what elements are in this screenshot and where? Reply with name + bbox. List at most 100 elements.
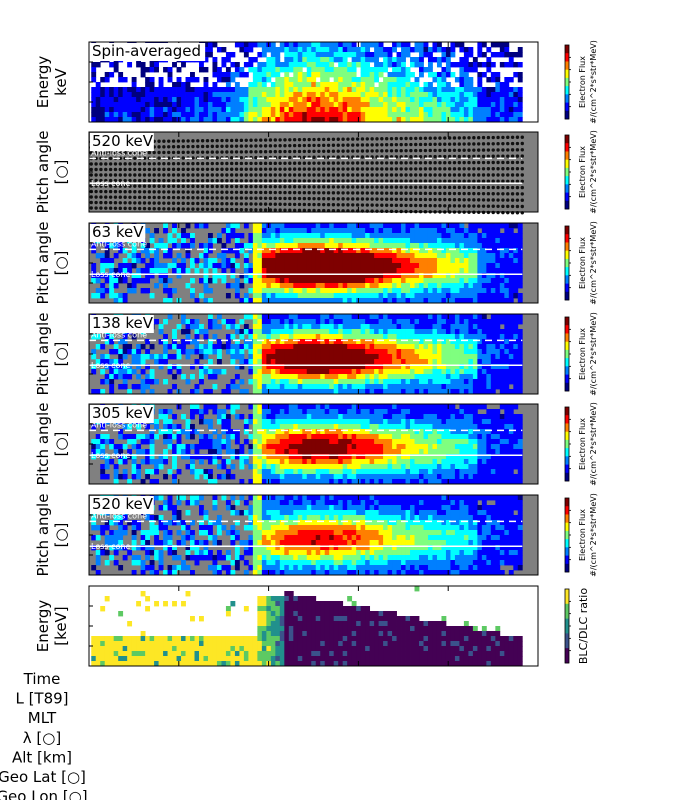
heatmap-cell <box>216 253 222 259</box>
heatmap-cell <box>212 263 218 269</box>
heatmap-cell <box>257 288 263 294</box>
sample-dot <box>196 196 200 200</box>
heatmap-cell <box>441 223 447 229</box>
heatmap-cell <box>495 263 501 269</box>
heatmap-cell <box>270 47 276 53</box>
heatmap-cell <box>315 364 321 370</box>
heatmap-cell <box>454 319 460 325</box>
heatmap-cell <box>288 334 294 340</box>
heatmap-cell <box>432 359 438 365</box>
sample-dot <box>515 198 520 202</box>
heatmap-cell <box>513 354 519 360</box>
sample-dot <box>171 207 176 211</box>
sample-dot <box>486 160 491 165</box>
heatmap-cell <box>311 329 317 335</box>
heatmap-cell <box>140 97 146 103</box>
heatmap-cell <box>270 298 276 304</box>
heatmap-cell <box>374 97 379 103</box>
heatmap-cell <box>477 243 483 249</box>
heatmap-cell <box>302 339 308 345</box>
sample-dot <box>230 150 234 154</box>
sample-dot <box>409 179 413 183</box>
sample-dot <box>196 144 200 149</box>
heatmap-cell <box>342 47 348 53</box>
heatmap-cell <box>329 293 335 299</box>
sample-dot <box>167 201 171 205</box>
sample-dot <box>263 161 268 166</box>
heatmap-cell <box>212 258 218 264</box>
sample-dot <box>89 173 93 177</box>
heatmap-cell <box>463 379 469 385</box>
sample-dot <box>244 179 248 183</box>
heatmap-cell <box>360 334 366 340</box>
heatmap-cell <box>347 47 353 53</box>
heatmap-cell <box>163 283 168 289</box>
heatmap-cell <box>127 344 133 350</box>
sample-dot <box>360 167 365 171</box>
heatmap-cell <box>383 62 388 68</box>
heatmap-cell <box>472 293 478 299</box>
sample-dot <box>108 178 113 183</box>
sample-dot <box>418 167 423 171</box>
heatmap-cell <box>419 72 424 78</box>
heatmap-cell <box>495 77 501 83</box>
heatmap-cell <box>252 288 258 294</box>
heatmap-cell <box>374 339 379 345</box>
heatmap-cell <box>392 349 397 355</box>
heatmap-cell <box>167 77 173 83</box>
heatmap-cell <box>131 97 137 103</box>
sample-dot <box>346 179 350 183</box>
sample-dot <box>467 148 471 152</box>
heatmap-cell <box>329 223 335 229</box>
heatmap-cell <box>342 42 348 48</box>
sample-dot <box>423 148 428 153</box>
heatmap-cell <box>517 298 523 304</box>
heatmap-cell <box>181 314 186 320</box>
heatmap-cell <box>342 258 348 264</box>
heatmap-cell <box>131 258 137 264</box>
sample-dot <box>142 201 147 205</box>
heatmap-cell <box>477 273 483 279</box>
heatmap-cell <box>275 293 281 299</box>
heatmap-cells <box>91 42 523 123</box>
heatmap-cell <box>454 248 460 254</box>
heatmap-cell <box>490 384 496 390</box>
heatmap-cell <box>190 77 195 83</box>
heatmap-cell <box>275 92 281 98</box>
sample-dot <box>506 192 510 196</box>
heatmap-cell <box>495 273 501 279</box>
sample-dot <box>351 191 355 195</box>
sample-dot <box>263 155 268 160</box>
heatmap-cell <box>419 364 424 370</box>
heatmap-cell <box>302 268 308 274</box>
heatmap-cell <box>261 364 267 370</box>
heatmap-cell <box>140 278 146 284</box>
heatmap-cell <box>257 384 263 390</box>
heatmap-cell <box>324 319 330 325</box>
heatmap-cell <box>338 52 344 58</box>
heatmap-cell <box>311 77 317 83</box>
heatmap-cell <box>463 77 469 83</box>
heatmap-cell <box>504 344 510 350</box>
heatmap-cell <box>486 92 492 98</box>
heatmap-cell <box>109 293 115 299</box>
heatmap-cell <box>468 112 474 118</box>
heatmap-cell <box>405 42 411 48</box>
sample-dot <box>118 189 123 194</box>
heatmap-cell <box>517 107 523 113</box>
heatmap-cell <box>306 77 312 83</box>
sample-dot <box>370 179 374 183</box>
sample-dot <box>307 191 311 195</box>
sample-dot <box>433 167 437 171</box>
sample-dot <box>501 210 505 215</box>
heatmap-cell <box>270 92 276 98</box>
heatmap-cell <box>401 102 406 108</box>
heatmap-cell <box>207 248 213 254</box>
heatmap-cell <box>275 384 281 390</box>
heatmap-cell <box>145 253 151 259</box>
heatmap-cell <box>441 334 447 340</box>
heatmap-cell <box>454 298 460 304</box>
sample-dot <box>322 179 326 183</box>
heatmap-cell <box>441 349 447 355</box>
heatmap-cell <box>315 112 321 118</box>
